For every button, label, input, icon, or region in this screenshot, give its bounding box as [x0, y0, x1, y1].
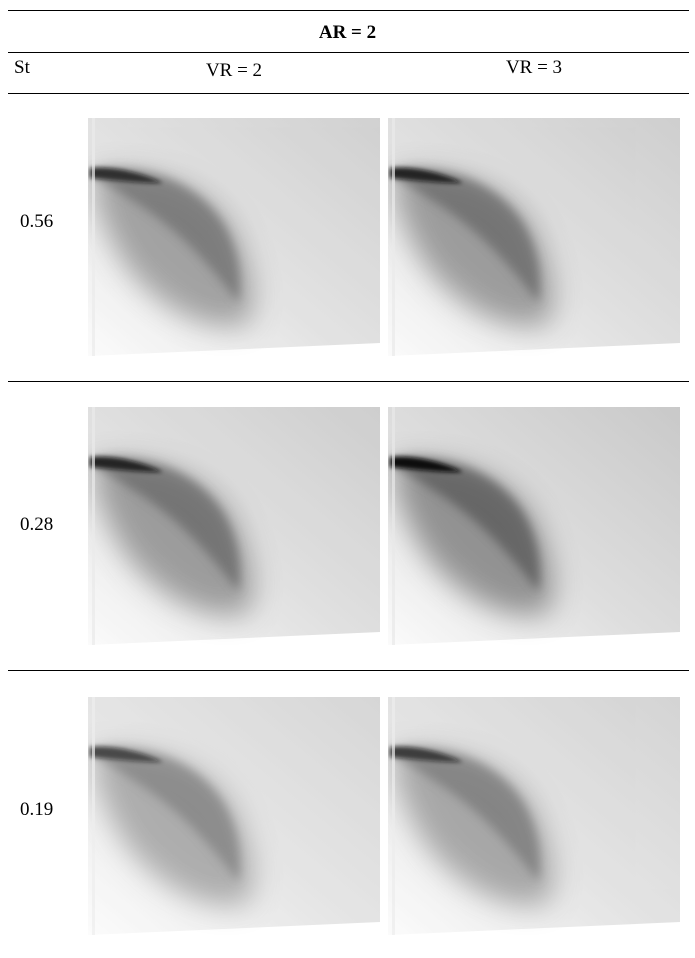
row-label: 0.56: [20, 211, 53, 233]
plume-image: [388, 697, 680, 935]
table-title: AR = 2: [0, 22, 695, 44]
row-label: 0.19: [20, 799, 53, 821]
page: AR = 2 St VR = 2 VR = 3 0.56 0.28 0.19 (…: [0, 0, 695, 958]
plume-image: [88, 118, 380, 356]
plume-image: [88, 697, 380, 935]
header-rule: [8, 93, 689, 94]
column-header: VR = 3: [388, 57, 680, 79]
header-rule: [8, 52, 689, 53]
plume-image: [388, 407, 680, 645]
plume-image: [388, 118, 680, 356]
row-label: 0.28: [20, 514, 53, 536]
plume-image: [88, 407, 380, 645]
row-rule: [8, 670, 689, 671]
column-header: VR = 2: [88, 60, 380, 82]
row-rule: [8, 381, 689, 382]
top-rule: [8, 10, 689, 11]
column-header: St: [14, 57, 30, 79]
